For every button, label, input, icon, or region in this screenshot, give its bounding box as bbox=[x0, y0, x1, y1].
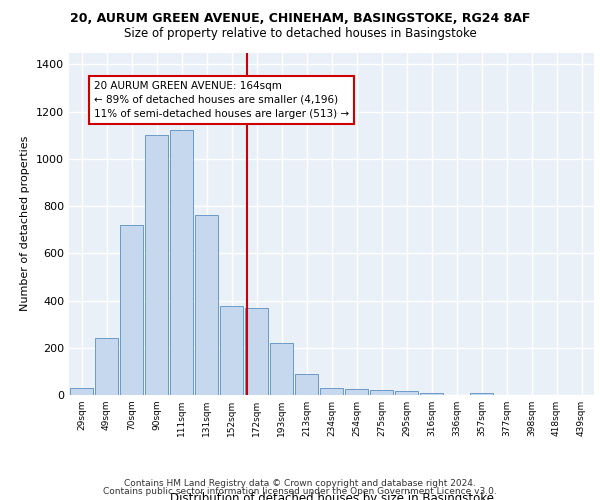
Bar bbox=[370, 390, 394, 395]
Text: Size of property relative to detached houses in Basingstoke: Size of property relative to detached ho… bbox=[124, 28, 476, 40]
Text: Contains public sector information licensed under the Open Government Licence v3: Contains public sector information licen… bbox=[103, 487, 497, 496]
Bar bbox=[119, 225, 143, 395]
Bar bbox=[419, 392, 443, 395]
Text: 20, AURUM GREEN AVENUE, CHINEHAM, BASINGSTOKE, RG24 8AF: 20, AURUM GREEN AVENUE, CHINEHAM, BASING… bbox=[70, 12, 530, 26]
Bar bbox=[295, 374, 319, 395]
Bar bbox=[344, 389, 368, 395]
Text: 20 AURUM GREEN AVENUE: 164sqm
← 89% of detached houses are smaller (4,196)
11% o: 20 AURUM GREEN AVENUE: 164sqm ← 89% of d… bbox=[94, 81, 349, 119]
Text: Contains HM Land Registry data © Crown copyright and database right 2024.: Contains HM Land Registry data © Crown c… bbox=[124, 478, 476, 488]
Bar bbox=[395, 392, 418, 395]
X-axis label: Distribution of detached houses by size in Basingstoke: Distribution of detached houses by size … bbox=[170, 492, 493, 500]
Bar bbox=[95, 338, 118, 395]
Bar bbox=[320, 388, 343, 395]
Bar bbox=[245, 308, 268, 395]
Bar bbox=[170, 130, 193, 395]
Bar bbox=[470, 392, 493, 395]
Bar bbox=[70, 388, 94, 395]
Y-axis label: Number of detached properties: Number of detached properties bbox=[20, 136, 31, 312]
Bar bbox=[145, 135, 169, 395]
Bar bbox=[269, 343, 293, 395]
Bar bbox=[220, 306, 244, 395]
Bar bbox=[194, 216, 218, 395]
